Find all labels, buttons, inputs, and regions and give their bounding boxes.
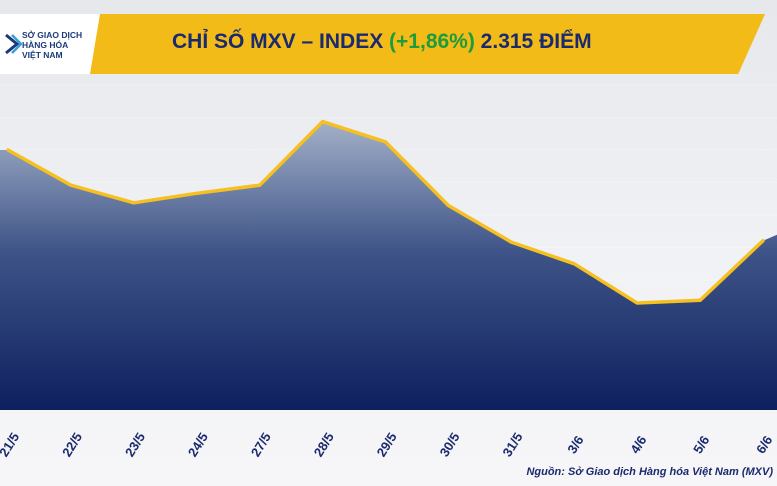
x-tick-label: 30/5 xyxy=(437,430,463,459)
x-tick-label: 22/5 xyxy=(59,430,85,459)
x-tick-label: 28/5 xyxy=(311,430,337,459)
x-tick-label: 29/5 xyxy=(374,430,400,459)
x-tick-label: 31/5 xyxy=(499,430,525,459)
x-tick-label: 5/6 xyxy=(690,433,712,456)
x-tick-label: 21/5 xyxy=(0,430,22,459)
series-area xyxy=(0,121,777,410)
data-point xyxy=(321,120,325,124)
data-point xyxy=(572,262,576,266)
data-point xyxy=(6,148,10,152)
data-points xyxy=(6,120,765,305)
x-tick-label: 24/5 xyxy=(185,430,211,459)
data-point xyxy=(446,204,450,208)
logo-line-2: HÀNG HÓA xyxy=(22,40,69,50)
source-note: Nguồn: Sở Giao dịch Hàng hóa Việt Nam (M… xyxy=(526,466,773,478)
title-change: (+1,86%) xyxy=(389,30,475,53)
x-tick-label: 27/5 xyxy=(248,430,274,459)
logo-icon xyxy=(5,33,22,55)
data-point xyxy=(132,201,136,205)
logo-line-1: SỞ GIAO DỊCH xyxy=(22,30,83,40)
x-tick-labels: 21/5 22/5 23/5 24/5 27/5 28/5 29/5 30/5 31/5 3/6 4… xyxy=(0,430,775,459)
data-point xyxy=(509,240,513,244)
data-point xyxy=(635,301,639,305)
data-point xyxy=(258,183,262,187)
chart-title: CHỈ SỐ MXV – INDEX (+1,86%) 2.315 ĐIỂM xyxy=(172,30,592,60)
x-tick-label: 6/6 xyxy=(753,433,775,456)
logo-line-3: VIỆT NAM xyxy=(22,50,63,60)
x-tick-label: 4/6 xyxy=(627,433,649,456)
title-prefix: CHỈ SỐ MXV – INDEX xyxy=(172,30,390,53)
data-point xyxy=(698,298,702,302)
x-tick-label: 23/5 xyxy=(122,430,148,459)
data-point xyxy=(761,239,765,243)
title-banner xyxy=(0,14,765,74)
data-point xyxy=(384,140,387,144)
data-point xyxy=(195,191,199,195)
logo-text: SỞ GIAO DỊCH HÀNG HÓA VIỆT NAM xyxy=(22,30,94,60)
data-point xyxy=(69,183,73,187)
x-tick-label: 3/6 xyxy=(564,433,586,456)
title-value: 2.315 ĐIỂM xyxy=(474,30,592,53)
